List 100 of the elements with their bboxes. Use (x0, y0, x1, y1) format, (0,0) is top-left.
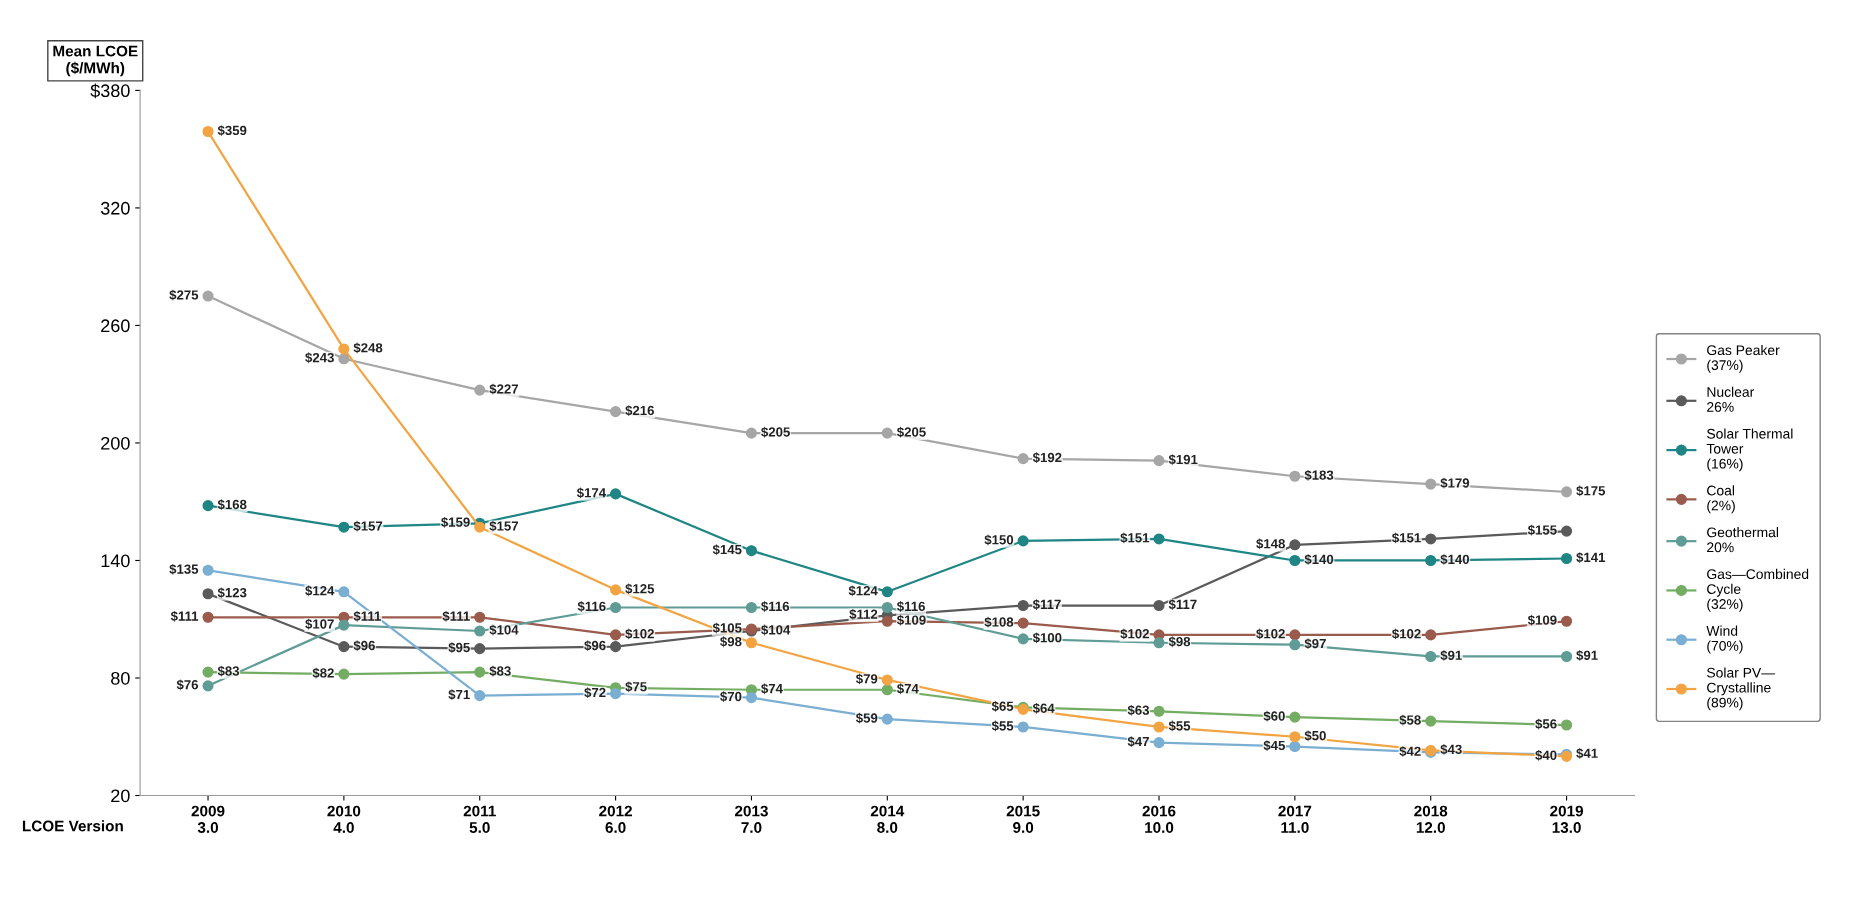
y-tick-label: 320 (100, 201, 130, 215)
data-label: $70 (720, 691, 742, 702)
y-tick-label: 80 (111, 671, 130, 685)
data-label: $275 (169, 289, 199, 301)
point (1017, 617, 1029, 629)
point (1561, 552, 1573, 565)
point (610, 641, 622, 653)
data-label: $140 (1440, 554, 1470, 565)
data-label: $151 (1120, 532, 1150, 544)
data-label: $135 (169, 563, 199, 575)
data-label: $102 (625, 628, 654, 640)
data-label: $102 (1392, 628, 1421, 640)
data-label: $205 (896, 426, 926, 438)
x-tick-label: 2016 10.0 (1142, 805, 1176, 833)
point (338, 586, 350, 598)
x-tick-label: 2019 13.0 (1550, 805, 1583, 833)
legend-label: Gas—Combined Cycle (32%) (1707, 568, 1809, 612)
point (338, 521, 350, 533)
y-tick-label: 260 (101, 319, 130, 333)
point (338, 353, 350, 365)
legend-label: Coal (2%) (1707, 485, 1735, 514)
data-label: $47 (1127, 736, 1149, 748)
point (202, 588, 214, 600)
data-label: $96 (353, 640, 375, 652)
data-label: $248 (353, 342, 383, 354)
data-label: $124 (305, 585, 335, 597)
data-label: $159 (441, 516, 470, 528)
data-label: $111 (442, 610, 470, 622)
x-tick-label: 2015 9.0 (1006, 805, 1040, 833)
point (881, 601, 893, 614)
data-label: $65 (991, 701, 1014, 712)
point (474, 643, 486, 655)
point (1017, 453, 1029, 465)
point (881, 674, 893, 686)
y-tick-label: 140 (101, 554, 130, 568)
point (474, 521, 486, 533)
y-tick-label: 20 (111, 789, 130, 803)
point (745, 545, 758, 557)
data-label: $105 (712, 622, 742, 634)
point (338, 343, 350, 355)
data-label: $116 (896, 601, 925, 612)
point (1153, 533, 1165, 545)
data-label: $168 (217, 499, 247, 511)
point (1153, 455, 1165, 467)
point (474, 625, 486, 637)
data-label: $116 (761, 601, 790, 612)
point (338, 619, 350, 631)
data-label: $58 (1399, 714, 1421, 726)
data-label: $243 (305, 352, 334, 364)
point (1561, 615, 1573, 627)
point (1561, 719, 1573, 731)
point (610, 584, 622, 596)
data-label: $150 (984, 534, 1014, 546)
point (1289, 470, 1301, 482)
data-label: $227 (489, 383, 519, 395)
data-label: $125 (625, 583, 655, 595)
data-label: $174 (576, 487, 607, 499)
point (610, 688, 622, 700)
point (1289, 731, 1301, 743)
point (474, 384, 486, 396)
point (1153, 737, 1165, 749)
x-tick-label: 2011 5.0 (463, 805, 496, 833)
point (881, 684, 893, 696)
point (881, 713, 893, 725)
data-label: $45 (1263, 740, 1285, 751)
data-label: $179 (1440, 477, 1470, 489)
data-label: $157 (353, 520, 383, 532)
data-label: $55 (1168, 720, 1191, 732)
point (881, 615, 893, 627)
x-tick-label: 2012 6.0 (599, 805, 632, 833)
data-label: $141 (1576, 552, 1606, 563)
point (745, 601, 758, 614)
point (474, 611, 486, 623)
point (1153, 705, 1165, 717)
data-label: $117 (1032, 599, 1061, 610)
data-label: $97 (1304, 638, 1326, 650)
legend-label: Geothermal 20% (1707, 527, 1779, 553)
x-axis-title: LCOE Version (22, 820, 123, 832)
point (1289, 539, 1301, 551)
x-tick-label: 2010 4.0 (327, 805, 361, 833)
point (745, 427, 758, 439)
point (474, 690, 486, 702)
data-label: $116 (577, 601, 606, 612)
data-label: $151 (1392, 532, 1421, 544)
data-label: $56 (1535, 718, 1557, 730)
point (1153, 721, 1165, 733)
point (202, 564, 214, 576)
point (610, 406, 622, 418)
data-label: $100 (1032, 632, 1062, 644)
point (1425, 533, 1437, 545)
data-label: $40 (1535, 749, 1557, 761)
data-label: $111 (353, 610, 381, 622)
data-label: $64 (1032, 702, 1055, 714)
data-label: $111 (170, 610, 199, 622)
data-label: $192 (1032, 452, 1062, 464)
point (1561, 486, 1573, 498)
data-label: $83 (489, 665, 511, 677)
point (202, 680, 214, 692)
legend-label: Gas Peaker (37%) (1707, 344, 1780, 373)
data-label: $112 (849, 608, 878, 620)
